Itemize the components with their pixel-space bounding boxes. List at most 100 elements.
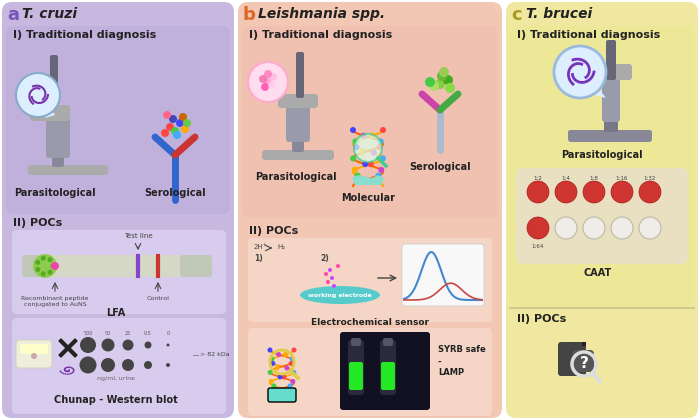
Circle shape	[35, 260, 41, 265]
Circle shape	[290, 379, 295, 384]
Circle shape	[358, 178, 364, 184]
Circle shape	[51, 262, 59, 270]
Circle shape	[60, 370, 61, 372]
Circle shape	[555, 217, 577, 239]
FancyBboxPatch shape	[242, 26, 498, 218]
Circle shape	[267, 370, 272, 375]
Circle shape	[101, 358, 115, 372]
Circle shape	[31, 353, 37, 359]
Text: 1): 1)	[254, 254, 262, 263]
Circle shape	[60, 371, 62, 373]
Circle shape	[351, 167, 358, 173]
Circle shape	[50, 263, 55, 268]
Circle shape	[66, 367, 69, 368]
Text: 0.5: 0.5	[144, 331, 152, 336]
FancyBboxPatch shape	[292, 140, 304, 152]
Circle shape	[439, 67, 449, 77]
Text: Chunap - Western blot: Chunap - Western blot	[54, 395, 178, 405]
Circle shape	[264, 70, 272, 78]
Circle shape	[69, 369, 70, 371]
Circle shape	[527, 217, 549, 239]
Circle shape	[68, 370, 69, 372]
FancyBboxPatch shape	[380, 340, 396, 395]
FancyBboxPatch shape	[46, 118, 70, 158]
Circle shape	[435, 79, 445, 89]
Circle shape	[278, 375, 283, 379]
Circle shape	[71, 373, 73, 374]
Circle shape	[64, 373, 67, 375]
Circle shape	[122, 339, 134, 351]
Circle shape	[16, 73, 60, 117]
Text: Control: Control	[146, 296, 169, 301]
Circle shape	[35, 267, 41, 272]
Text: 1:32: 1:32	[644, 176, 656, 181]
Text: working electrode: working electrode	[308, 292, 372, 297]
Circle shape	[69, 370, 70, 371]
Text: Electrochemical sensor: Electrochemical sensor	[311, 318, 429, 327]
Circle shape	[611, 217, 633, 239]
FancyBboxPatch shape	[606, 40, 616, 80]
Circle shape	[372, 178, 378, 184]
Circle shape	[330, 276, 334, 280]
Circle shape	[380, 127, 386, 133]
Circle shape	[73, 370, 74, 372]
Circle shape	[272, 383, 276, 389]
Text: b: b	[243, 6, 256, 24]
FancyBboxPatch shape	[588, 64, 632, 80]
FancyBboxPatch shape	[351, 338, 361, 346]
FancyBboxPatch shape	[510, 26, 694, 306]
Circle shape	[273, 388, 279, 393]
Circle shape	[80, 357, 97, 373]
Text: 1:64: 1:64	[532, 244, 544, 249]
FancyBboxPatch shape	[28, 165, 108, 175]
Circle shape	[67, 370, 69, 372]
Text: H₂: H₂	[277, 244, 285, 250]
Circle shape	[73, 371, 74, 373]
FancyBboxPatch shape	[238, 2, 502, 418]
Circle shape	[161, 129, 169, 137]
Circle shape	[65, 367, 66, 369]
Circle shape	[179, 113, 187, 121]
Ellipse shape	[300, 286, 380, 304]
Circle shape	[166, 123, 174, 131]
FancyBboxPatch shape	[349, 362, 363, 390]
Circle shape	[64, 369, 65, 371]
Circle shape	[67, 370, 69, 372]
Circle shape	[169, 115, 177, 123]
FancyBboxPatch shape	[20, 344, 48, 354]
Polygon shape	[352, 175, 384, 185]
Circle shape	[583, 217, 605, 239]
Circle shape	[360, 133, 367, 139]
Text: 0: 0	[167, 331, 169, 336]
FancyBboxPatch shape	[558, 342, 586, 376]
Polygon shape	[45, 108, 55, 118]
Text: Parasitological: Parasitological	[14, 188, 96, 198]
Circle shape	[261, 83, 269, 91]
FancyBboxPatch shape	[22, 255, 52, 277]
Circle shape	[288, 361, 293, 366]
Text: c: c	[511, 6, 522, 24]
Circle shape	[69, 367, 71, 368]
Circle shape	[259, 75, 267, 83]
FancyBboxPatch shape	[510, 310, 694, 416]
Circle shape	[437, 71, 447, 81]
Circle shape	[66, 373, 68, 375]
Circle shape	[41, 271, 46, 276]
Circle shape	[267, 347, 272, 352]
Text: Parasitological: Parasitological	[256, 172, 337, 182]
Circle shape	[64, 370, 66, 372]
Circle shape	[639, 217, 661, 239]
Circle shape	[66, 367, 67, 368]
Text: LFA: LFA	[106, 308, 125, 318]
Text: II) POCs: II) POCs	[249, 226, 298, 236]
Text: 25: 25	[125, 331, 131, 336]
Circle shape	[183, 119, 191, 127]
Polygon shape	[582, 342, 586, 346]
FancyBboxPatch shape	[22, 255, 212, 277]
Text: Serological: Serological	[410, 162, 471, 172]
FancyBboxPatch shape	[572, 350, 594, 372]
Text: a: a	[7, 6, 19, 24]
Text: Parasitological: Parasitological	[561, 150, 643, 160]
Circle shape	[377, 138, 384, 144]
Circle shape	[264, 78, 272, 86]
